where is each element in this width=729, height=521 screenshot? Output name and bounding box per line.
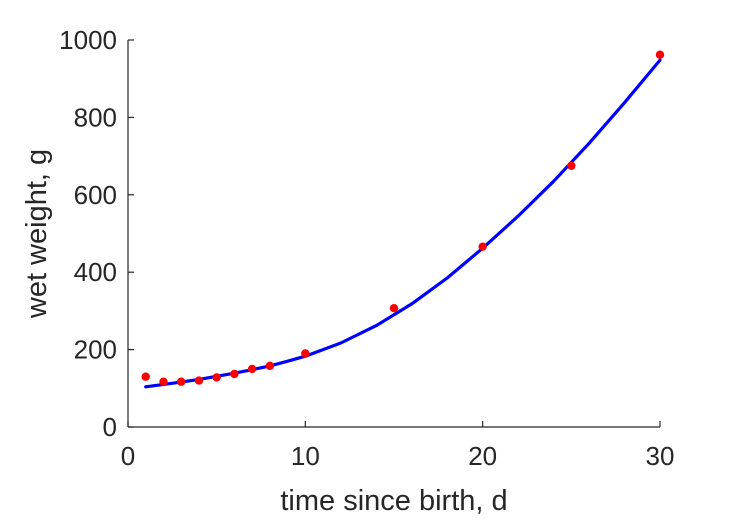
tick-labels: 0 10 20 30 0 200 400 600 800 1000 <box>59 25 674 471</box>
y-tick-label: 200 <box>74 335 117 365</box>
y-tick-label: 0 <box>103 412 117 442</box>
x-tick-label: 0 <box>121 441 135 471</box>
data-point <box>655 50 665 59</box>
y-tick-label: 800 <box>74 102 117 132</box>
data-point <box>159 377 168 386</box>
data-point <box>247 364 257 374</box>
data-point <box>567 161 576 170</box>
x-tick-label: 10 <box>291 441 320 471</box>
x-axis-label: time since birth, d <box>280 485 507 517</box>
data-point <box>141 372 150 381</box>
data-point <box>177 377 186 386</box>
y-axis-label: wet weight, g <box>21 149 53 319</box>
y-tick-label: 400 <box>74 257 117 287</box>
data-point <box>212 373 221 382</box>
data-point <box>265 361 275 371</box>
data-point <box>301 349 310 358</box>
data-point <box>389 303 399 313</box>
data-point <box>478 242 487 251</box>
y-tick-label: 1000 <box>59 25 117 55</box>
data-point <box>230 369 239 379</box>
fitted-curve-line <box>144 58 662 389</box>
fitted-curve-layer <box>144 58 662 389</box>
x-tick-label: 20 <box>468 441 497 471</box>
data-point <box>194 376 204 385</box>
y-tick-label: 600 <box>74 180 117 210</box>
axes <box>127 39 661 428</box>
data-points-layer <box>141 50 665 386</box>
x-tick-label: 30 <box>646 441 675 471</box>
